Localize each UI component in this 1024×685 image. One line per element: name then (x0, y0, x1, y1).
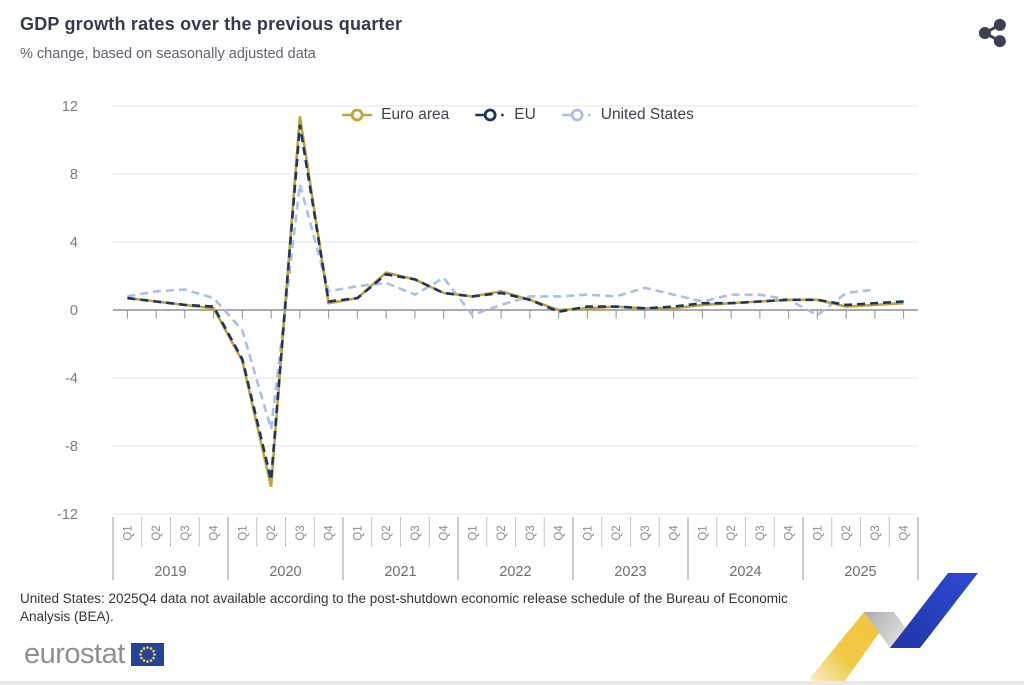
eu-flag-star (145, 646, 149, 649)
eu-flag-star (139, 656, 143, 660)
x-axis-quarter-label: Q2 (726, 525, 738, 540)
x-axis-quarter-label: Q3 (525, 525, 537, 540)
legend-label: Euro area (381, 106, 450, 123)
x-axis-quarter-label: Q1 (697, 525, 709, 540)
x-axis-quarter-label: Q4 (324, 525, 336, 541)
bottom-divider (0, 681, 1024, 685)
y-axis-label: 8 (70, 167, 78, 183)
eurostat-logo-text: eurostat (24, 638, 125, 670)
x-axis-quarter-label: Q1 (352, 525, 364, 540)
y-axis-label: 4 (70, 235, 78, 251)
eurostat-logo: eurostat (24, 638, 164, 671)
x-axis-quarter-label: Q4 (669, 525, 681, 541)
x-axis-quarter-label: Q4 (209, 525, 221, 541)
eu-flag-star (139, 649, 143, 653)
chart-subtitle: % change, based on seasonally adjusted d… (20, 46, 316, 62)
united-states-line-marker-icon (561, 108, 591, 122)
legend-item-euro-area[interactable]: Euro area (342, 106, 449, 124)
x-axis-quarter-label: Q4 (554, 525, 566, 541)
y-axis-label: 0 (70, 303, 78, 319)
x-axis-quarter-label: Q1 (812, 525, 824, 540)
x-axis-quarter-label: Q2 (151, 525, 163, 540)
x-axis-year-label: 2025 (844, 564, 876, 580)
y-axis-label: -4 (65, 371, 78, 387)
legend-label: United States (600, 106, 694, 123)
eu-flag-star (138, 653, 142, 656)
euro-area-line-marker-icon (342, 108, 373, 122)
y-axis-label: -8 (65, 439, 78, 455)
upward-trend-ribbon-graphic (810, 573, 978, 685)
eu-flag-star (145, 660, 149, 663)
series-line-eu (127, 124, 904, 481)
x-axis-quarter-label: Q2 (611, 525, 623, 540)
y-axis-label: -12 (57, 507, 78, 523)
legend-item-eu[interactable]: EU (475, 106, 536, 124)
share-icon (978, 18, 1006, 48)
x-axis-quarter-label: Q1 (582, 525, 594, 540)
chart-legend: Euro area EU United States (342, 106, 694, 124)
chart-footnote: United States: 2025Q4 data not available… (20, 591, 788, 624)
x-axis-year-label: 2024 (729, 564, 761, 580)
x-axis-quarter-label: Q3 (180, 525, 192, 540)
eu-flag-icon (130, 643, 164, 666)
x-axis-quarter-label: Q4 (899, 525, 911, 541)
eu-flag-star (142, 659, 146, 662)
x-axis-year-label: 2022 (499, 564, 531, 580)
share-button[interactable] (974, 14, 1012, 52)
x-axis-quarter-label: Q4 (784, 525, 796, 541)
x-axis-year-label: 2023 (614, 564, 646, 580)
x-axis-quarter-label: Q2 (841, 525, 853, 540)
x-axis-quarter-label: Q1 (467, 525, 479, 540)
x-axis-quarter-label: Q3 (640, 525, 652, 540)
x-axis-year-label: 2019 (154, 564, 186, 580)
x-axis-quarter-label: Q4 (439, 525, 451, 541)
legend-item-united-states[interactable]: United States (561, 106, 694, 124)
x-axis-year-label: 2021 (384, 564, 416, 580)
x-axis-quarter-label: Q3 (870, 525, 882, 540)
x-axis-year-label: 2020 (269, 564, 301, 580)
eu-flag-star (149, 647, 153, 650)
legend-label: EU (514, 106, 536, 123)
eu-flag-star (152, 656, 155, 660)
x-axis-quarter-label: Q3 (295, 525, 307, 540)
x-axis-quarter-label: Q3 (755, 525, 767, 540)
eu-line-marker-icon (475, 108, 504, 122)
series-line-united-states (127, 183, 876, 430)
x-axis-quarter-label: Q2 (266, 525, 278, 540)
eu-flag-star (152, 649, 155, 653)
eu-flag-star (152, 653, 156, 656)
x-axis-quarter-label: Q1 (237, 525, 249, 540)
eu-flag-star (142, 647, 146, 650)
page-title: GDP growth rates over the previous quart… (20, 14, 403, 34)
eu-flag-star (149, 659, 153, 662)
x-axis-quarter-label: Q1 (122, 525, 134, 540)
x-axis-quarter-label: Q2 (496, 525, 508, 540)
y-axis-label: 12 (62, 99, 78, 115)
x-axis-quarter-label: Q2 (381, 525, 393, 540)
x-axis-quarter-label: Q3 (410, 525, 422, 540)
